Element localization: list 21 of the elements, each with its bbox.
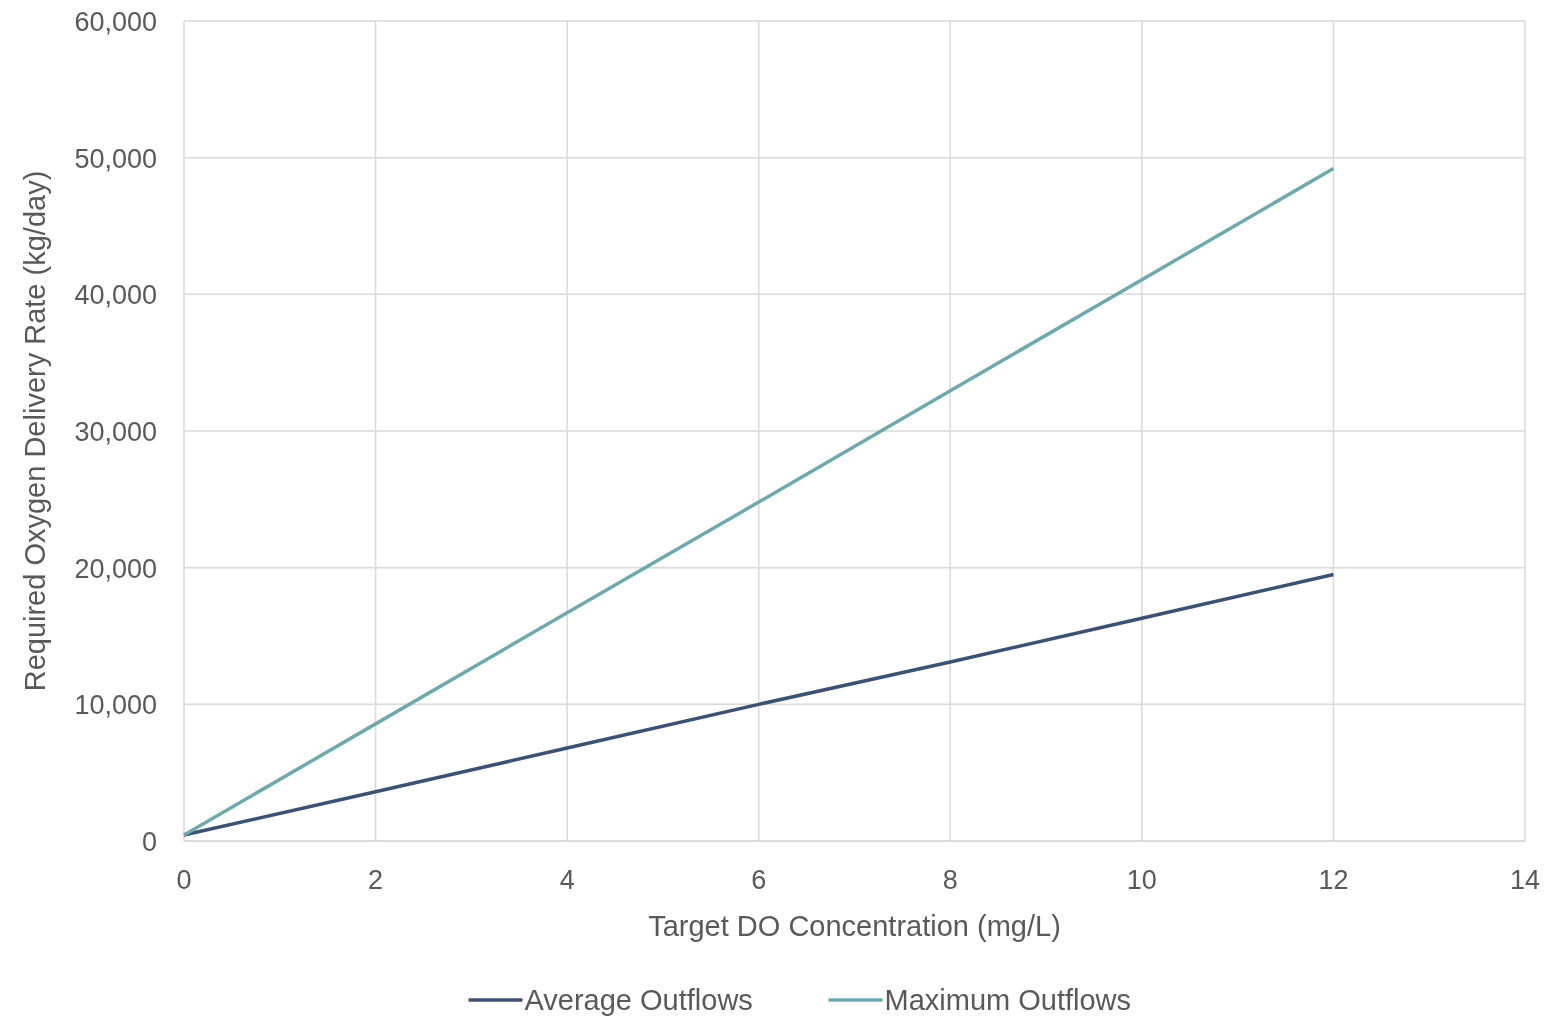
x-tick-label: 0 [176, 865, 192, 895]
line-series [182, 166, 1336, 837]
y-tick-label: 0 [141, 827, 157, 857]
y-tick-label: 10,000 [74, 690, 157, 721]
y-tick-label: 60,000 [74, 7, 157, 37]
x-tick-label: 4 [559, 865, 575, 895]
x-tick-label: 2 [368, 865, 384, 895]
x-tick-label: 8 [942, 865, 958, 895]
y-tick-label: 20,000 [74, 553, 157, 584]
x-tick-label: 14 [1509, 865, 1541, 895]
x-tick-label: 12 [1318, 865, 1349, 895]
x-tick-label: 6 [751, 865, 767, 895]
y-tick-label: 30,000 [74, 417, 157, 447]
y-axis-title: Required Oxygen Delivery Rate (kg/day) [19, 170, 51, 692]
y-tick-label: 50,000 [74, 143, 157, 174]
y-tick-label: 40,000 [74, 280, 157, 311]
line-series [182, 572, 1336, 837]
x-tick-label: 10 [1126, 865, 1157, 895]
x-axis-title: Target DO Concentration (mg/L) [648, 910, 1061, 942]
legend-label: Maximum Outflows [884, 984, 1132, 1016]
legend-label: Average Outflows [524, 984, 753, 1016]
